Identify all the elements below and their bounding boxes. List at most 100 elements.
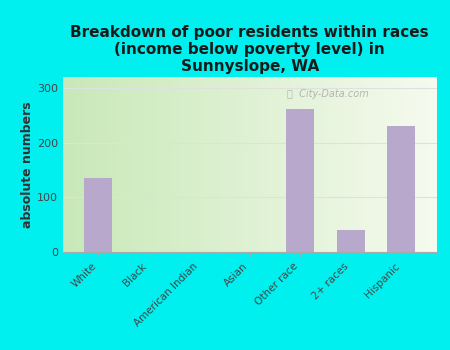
Bar	[327, 77, 328, 252]
Bar	[265, 77, 266, 252]
Bar	[114, 77, 115, 252]
Bar	[136, 77, 138, 252]
Bar	[231, 77, 232, 252]
Bar	[351, 77, 352, 252]
Bar	[303, 77, 305, 252]
Bar	[207, 77, 209, 252]
Bar	[253, 77, 255, 252]
Bar	[219, 77, 220, 252]
Bar	[158, 77, 159, 252]
Bar	[227, 77, 229, 252]
Bar	[236, 77, 237, 252]
Bar	[212, 77, 214, 252]
Bar	[184, 77, 185, 252]
Bar	[279, 77, 281, 252]
Bar	[107, 77, 108, 252]
Bar	[356, 77, 357, 252]
Bar	[250, 77, 251, 252]
Bar	[267, 77, 268, 252]
Bar	[326, 77, 327, 252]
Bar	[388, 77, 389, 252]
Bar	[95, 77, 97, 252]
Bar	[66, 77, 67, 252]
Bar	[423, 77, 424, 252]
Bar	[252, 77, 253, 252]
Bar	[266, 77, 267, 252]
Bar	[369, 77, 370, 252]
Bar	[198, 77, 199, 252]
Bar	[372, 77, 373, 252]
Bar	[74, 77, 76, 252]
Bar	[68, 77, 69, 252]
Bar	[117, 77, 118, 252]
Bar	[186, 77, 188, 252]
Bar	[235, 77, 236, 252]
Bar	[246, 77, 247, 252]
Bar	[146, 77, 148, 252]
Bar	[284, 77, 286, 252]
Bar	[338, 77, 339, 252]
Bar	[238, 77, 240, 252]
Bar	[88, 77, 89, 252]
Bar	[71, 77, 72, 252]
Bar	[407, 77, 408, 252]
Bar	[79, 77, 81, 252]
Bar	[306, 77, 307, 252]
Bar	[211, 77, 212, 252]
Bar	[155, 77, 157, 252]
Bar	[175, 77, 176, 252]
Bar	[157, 77, 158, 252]
Bar	[408, 77, 409, 252]
Bar	[310, 77, 311, 252]
Bar	[64, 77, 66, 252]
Bar	[337, 77, 338, 252]
Bar	[413, 77, 414, 252]
Bar	[281, 77, 282, 252]
Bar	[328, 77, 329, 252]
Bar	[302, 77, 303, 252]
Bar	[129, 77, 130, 252]
Bar	[188, 77, 189, 252]
Bar	[383, 77, 384, 252]
Bar	[143, 77, 144, 252]
Bar	[140, 77, 141, 252]
Bar	[89, 77, 90, 252]
Bar	[162, 77, 164, 252]
Bar	[370, 77, 372, 252]
Bar	[331, 77, 332, 252]
Bar	[84, 77, 86, 252]
Bar	[343, 77, 344, 252]
Bar	[404, 77, 405, 252]
Bar	[224, 77, 225, 252]
Bar	[209, 77, 210, 252]
Bar	[337, 230, 365, 252]
Bar	[94, 77, 95, 252]
Bar	[287, 77, 288, 252]
Bar	[288, 77, 290, 252]
Bar	[433, 77, 434, 252]
Bar	[322, 77, 323, 252]
Bar	[414, 77, 415, 252]
Bar	[237, 77, 238, 252]
Bar	[178, 77, 179, 252]
Bar	[118, 77, 119, 252]
Bar	[78, 77, 79, 252]
Bar	[105, 77, 107, 252]
Bar	[428, 77, 429, 252]
Bar	[329, 77, 331, 252]
Bar	[360, 77, 362, 252]
Bar	[108, 77, 109, 252]
Bar	[430, 77, 432, 252]
Bar	[415, 77, 417, 252]
Bar	[251, 77, 252, 252]
Bar	[375, 77, 377, 252]
Bar	[368, 77, 369, 252]
Bar	[138, 77, 139, 252]
Bar	[242, 77, 243, 252]
Bar	[98, 77, 99, 252]
Bar	[352, 77, 353, 252]
Text: ⓘ  City-Data.com: ⓘ City-Data.com	[287, 89, 369, 99]
Bar	[362, 77, 363, 252]
Bar	[420, 77, 422, 252]
Bar	[171, 77, 172, 252]
